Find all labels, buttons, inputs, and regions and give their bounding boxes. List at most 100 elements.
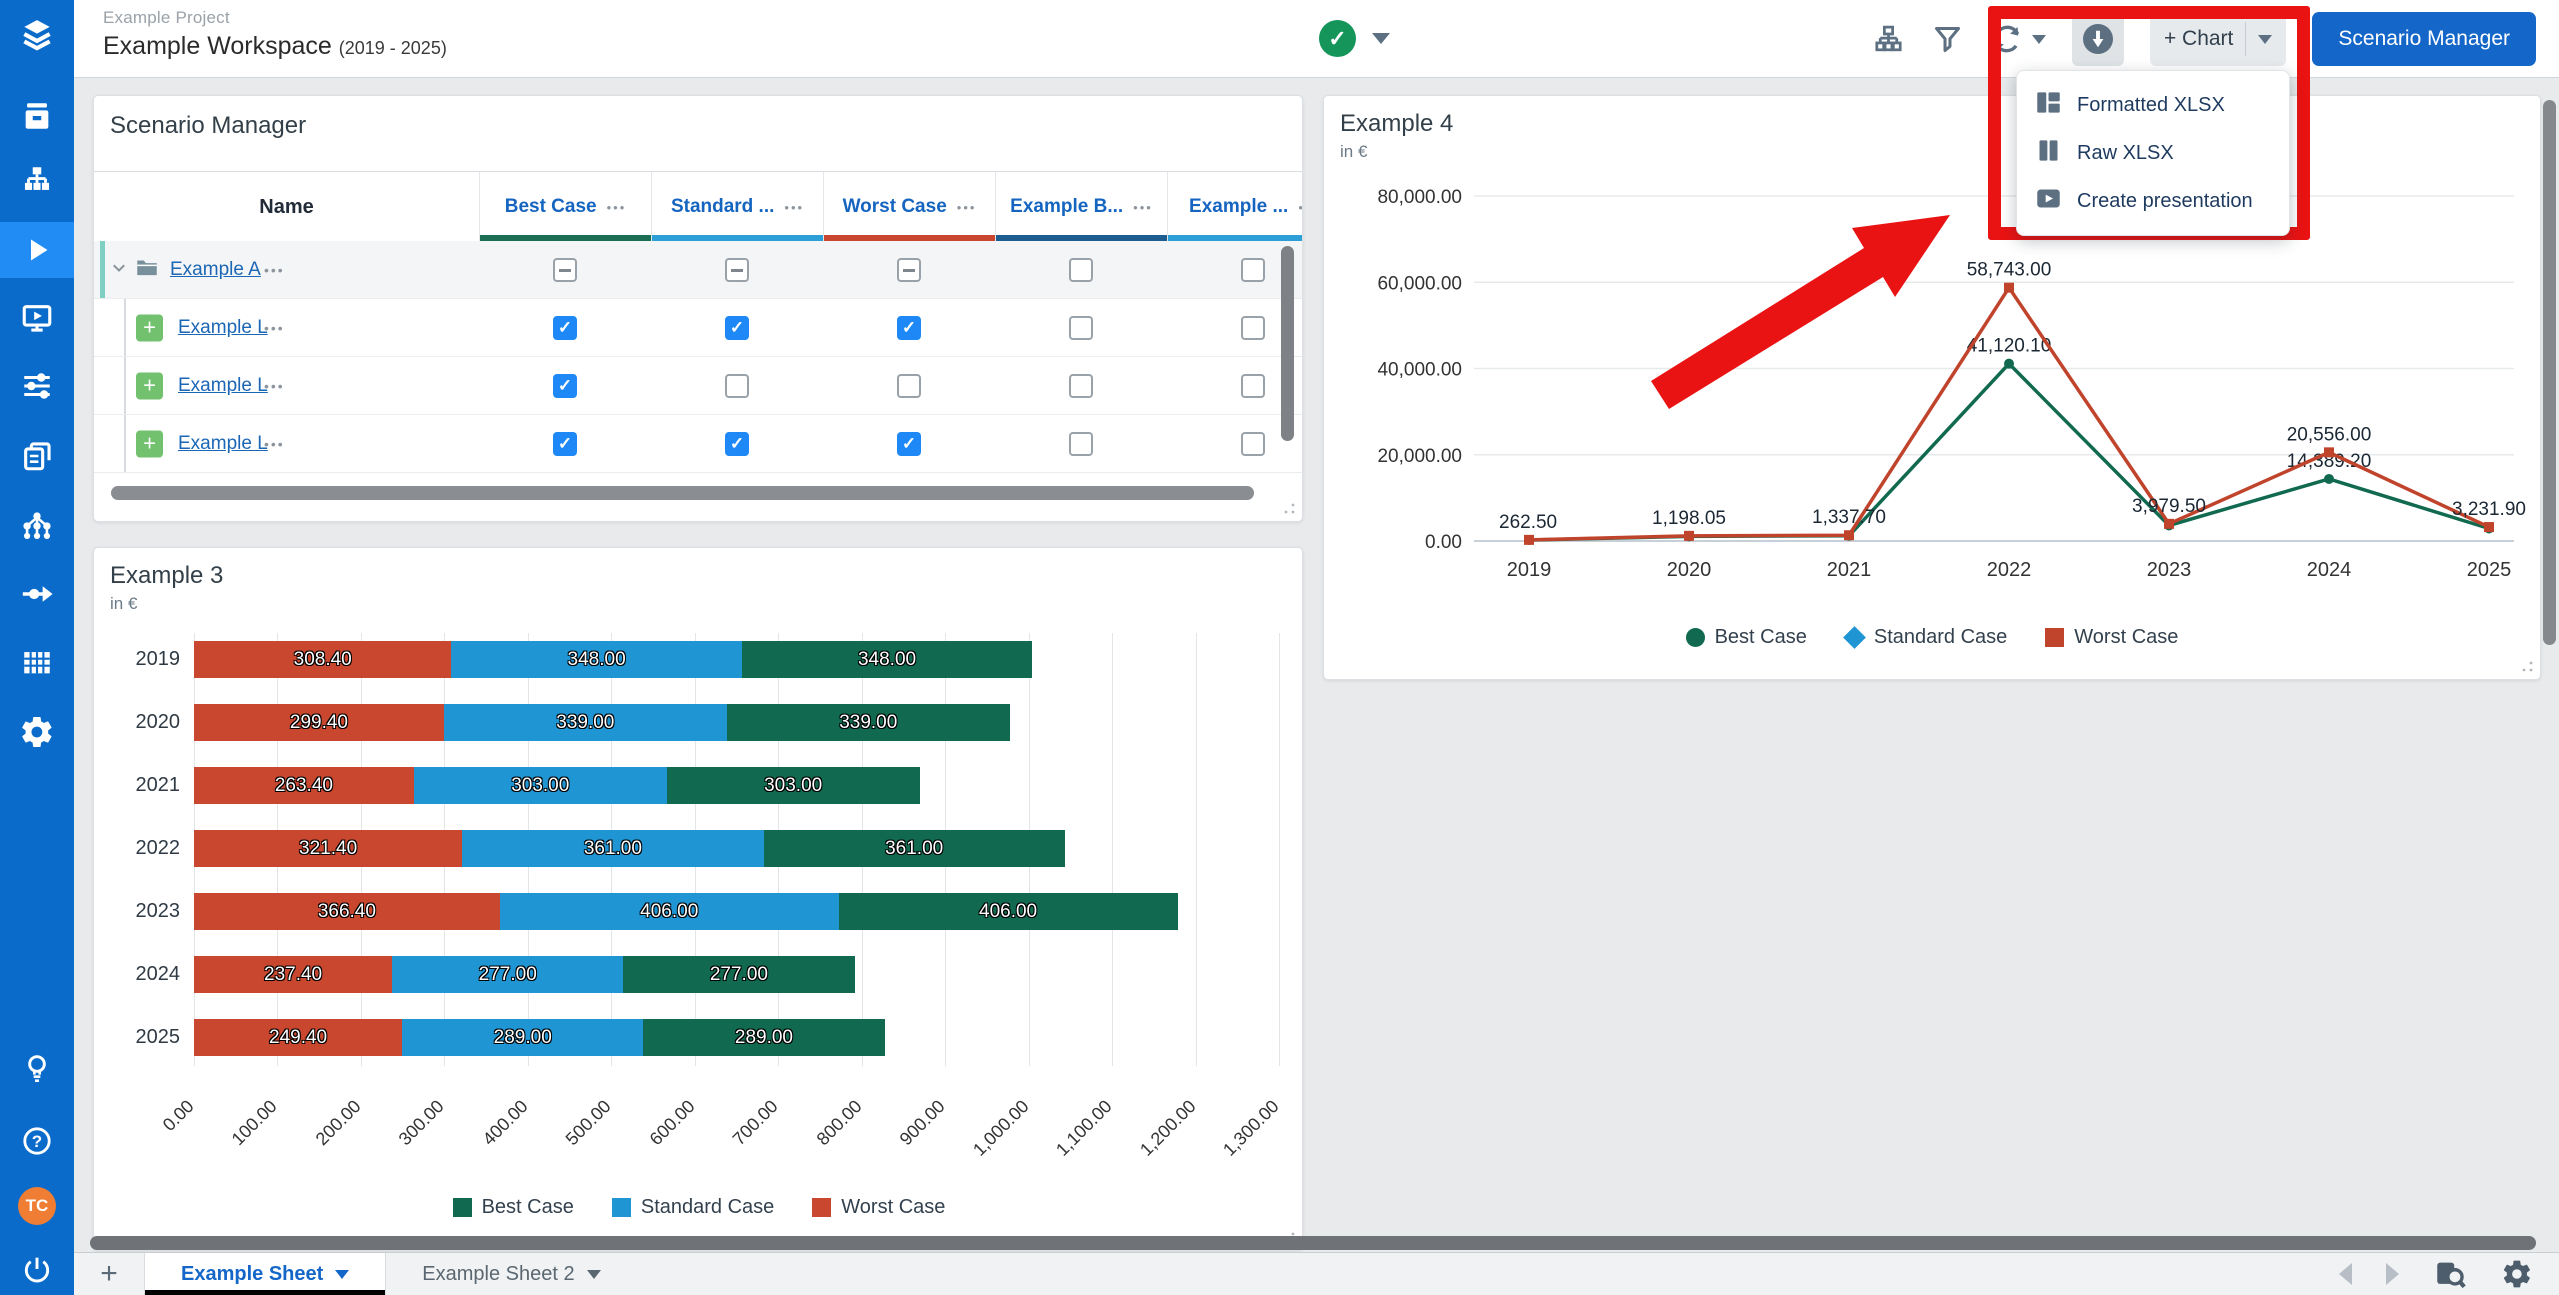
- avatar[interactable]: TC: [0, 1180, 74, 1232]
- scenario-checkbox-unchecked[interactable]: [1069, 374, 1093, 398]
- bar-value-label: 348.00: [857, 648, 917, 670]
- tab-example-sheet-2[interactable]: Example Sheet 2: [386, 1253, 636, 1295]
- column-label[interactable]: Example B...: [1010, 196, 1124, 217]
- add-chart-button-group[interactable]: + Chart: [2149, 12, 2287, 66]
- chevron-down-icon[interactable]: [2031, 34, 2046, 44]
- refresh-control[interactable]: [1990, 22, 2046, 56]
- table-row: + Example L ••• ✓ ✓ ✓: [94, 299, 1302, 357]
- scenario-manager-button[interactable]: Scenario Manager: [2312, 12, 2536, 66]
- node-tree-icon[interactable]: [0, 500, 74, 552]
- legend-item: Standard Case: [611, 1196, 774, 1219]
- menu-item-formatted-xlsx[interactable]: Formatted XLSX: [2017, 81, 2289, 129]
- scenario-checkbox-unchecked[interactable]: [1069, 316, 1093, 340]
- settings-gear-icon[interactable]: [2501, 1258, 2533, 1290]
- power-icon[interactable]: [0, 1243, 74, 1295]
- menu-item-raw-xlsx[interactable]: Raw XLSX: [2017, 129, 2289, 177]
- status-control[interactable]: ✓: [1319, 20, 1390, 57]
- next-sheet-icon[interactable]: [2386, 1263, 2399, 1285]
- data-point-marker[interactable]: [2164, 518, 2174, 529]
- row-name-link[interactable]: Example A: [170, 258, 261, 280]
- add-scenario-icon[interactable]: +: [136, 372, 163, 399]
- data-point-marker[interactable]: [2004, 358, 2014, 369]
- app-logo-icon[interactable]: [0, 10, 74, 62]
- scenario-checkbox-unchecked[interactable]: [897, 374, 921, 398]
- sidebar-item-simulation-active[interactable]: [0, 222, 74, 278]
- column-menu-icon[interactable]: •••: [1133, 199, 1153, 215]
- scenario-checkbox-checked[interactable]: ✓: [897, 316, 921, 340]
- main-vertical-scrollbar[interactable]: [2543, 100, 2556, 645]
- column-label[interactable]: Standard ...: [670, 196, 775, 217]
- archive-icon[interactable]: [0, 90, 74, 142]
- scenario-checkbox-unchecked[interactable]: [1241, 432, 1265, 456]
- add-chart-button[interactable]: + Chart: [2163, 27, 2234, 50]
- scenario-checkbox-checked[interactable]: ✓: [553, 432, 577, 456]
- presentation-icon[interactable]: [0, 292, 74, 344]
- chevron-down-icon[interactable]: [1372, 33, 1390, 44]
- sliders-icon[interactable]: [0, 360, 74, 412]
- data-point-marker[interactable]: [2484, 522, 2494, 533]
- row-name-link[interactable]: Example L: [178, 316, 268, 338]
- scenario-checkbox-checked[interactable]: ✓: [725, 316, 749, 340]
- flow-arrow-icon[interactable]: [0, 568, 74, 620]
- lightbulb-icon[interactable]: [0, 1042, 74, 1094]
- add-scenario-icon[interactable]: +: [136, 430, 163, 457]
- scenario-checkbox-unchecked[interactable]: [725, 374, 749, 398]
- column-menu-icon[interactable]: •••: [784, 199, 805, 215]
- row-menu-icon[interactable]: •••: [264, 377, 285, 394]
- scenario-checkbox-unchecked[interactable]: [1241, 316, 1265, 340]
- help-icon[interactable]: ?: [0, 1115, 74, 1167]
- data-point-marker[interactable]: [1524, 534, 1534, 545]
- data-point-marker[interactable]: [2324, 447, 2334, 458]
- table-horizontal-scrollbar[interactable]: [111, 486, 1254, 500]
- grid-icon[interactable]: [0, 636, 74, 688]
- scenario-checkbox-checked[interactable]: ✓: [553, 374, 577, 398]
- scenario-checkbox-unchecked[interactable]: [1241, 258, 1265, 282]
- chevron-down-icon[interactable]: [335, 1269, 350, 1279]
- scenario-checkbox-checked[interactable]: ✓: [553, 316, 577, 340]
- row-name-link[interactable]: Example L: [178, 374, 268, 396]
- column-menu-icon[interactable]: •••: [606, 199, 627, 215]
- row-menu-icon[interactable]: •••: [264, 435, 285, 452]
- column-menu-icon[interactable]: •••: [956, 199, 977, 215]
- scenario-checkbox-indeterminate[interactable]: [553, 258, 577, 282]
- row-menu-icon[interactable]: •••: [264, 319, 285, 336]
- scenario-checkbox-checked[interactable]: ✓: [897, 432, 921, 456]
- org-chart-toolbar-icon[interactable]: [1872, 23, 1905, 56]
- scenario-checkbox-indeterminate[interactable]: [897, 258, 921, 282]
- org-chart-icon[interactable]: [0, 154, 74, 206]
- chevron-down-icon[interactable]: [586, 1269, 601, 1279]
- filter-icon[interactable]: [1931, 23, 1964, 56]
- chevron-down-icon[interactable]: [2258, 34, 2273, 44]
- column-label[interactable]: Worst Case: [842, 196, 947, 217]
- main-horizontal-scrollbar[interactable]: [90, 1236, 2536, 1250]
- column-menu-icon[interactable]: •••: [1298, 200, 1302, 215]
- column-label[interactable]: Best Case: [504, 196, 597, 217]
- x-axis-tick-label: 500.00: [561, 1096, 616, 1150]
- data-point-marker[interactable]: [1844, 530, 1854, 541]
- download-button-active[interactable]: [2071, 12, 2124, 66]
- data-point-marker[interactable]: [1684, 530, 1694, 541]
- column-label[interactable]: Example ...: [1189, 196, 1289, 217]
- prev-sheet-icon[interactable]: [2339, 1263, 2352, 1285]
- gear-icon[interactable]: [0, 706, 74, 758]
- scenario-checkbox-unchecked[interactable]: [1069, 258, 1093, 282]
- add-sheet-button[interactable]: +: [100, 1257, 118, 1290]
- panel-resize-handle[interactable]: [1281, 501, 1296, 516]
- data-point-marker[interactable]: [2004, 282, 2014, 293]
- scenario-checkbox-unchecked[interactable]: [1069, 432, 1093, 456]
- scenario-checkbox-indeterminate[interactable]: [725, 258, 749, 282]
- add-scenario-icon[interactable]: +: [136, 314, 163, 341]
- row-name-link[interactable]: Example L: [178, 432, 268, 454]
- legend-item: Worst Case: [2045, 626, 2178, 649]
- menu-item-create-presentation[interactable]: Create presentation: [2017, 177, 2289, 225]
- tab-example-sheet[interactable]: Example Sheet: [144, 1253, 387, 1295]
- scenario-checkbox-unchecked[interactable]: [1241, 374, 1265, 398]
- panel-resize-handle[interactable]: [2519, 659, 2534, 674]
- data-point-marker[interactable]: [2324, 473, 2334, 484]
- table-vertical-scrollbar[interactable]: [1281, 246, 1294, 441]
- chevron-down-icon[interactable]: [110, 258, 128, 281]
- row-menu-icon[interactable]: •••: [264, 261, 285, 278]
- copy-icon[interactable]: [0, 430, 74, 482]
- scenario-checkbox-checked[interactable]: ✓: [725, 432, 749, 456]
- sheet-search-icon[interactable]: [2433, 1257, 2467, 1291]
